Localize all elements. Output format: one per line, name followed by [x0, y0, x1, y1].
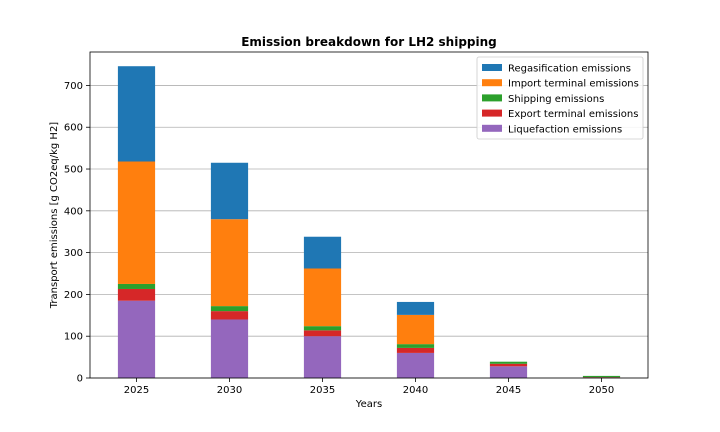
plot-frame [89, 51, 649, 379]
x-tick-label: 2030 [217, 385, 242, 396]
y-tick-label: 300 [64, 248, 83, 259]
bar-segment [582, 375, 621, 378]
bar-segment [117, 66, 156, 162]
bar-segment [117, 288, 156, 301]
bar-segment [396, 344, 435, 348]
bar-segment [210, 162, 249, 220]
legend-box [476, 56, 644, 140]
legend-swatch [482, 64, 502, 71]
bar-segment [489, 363, 528, 367]
bar-segment [303, 330, 342, 337]
legend-label: Shipping emissions [508, 94, 604, 105]
chart-title: Emission breakdown for LH2 shipping [241, 35, 497, 49]
bar-segment [210, 306, 249, 312]
y-axis-label: Transport emissions [g CO2eq/kg H2] [49, 122, 60, 310]
bar-segment [396, 314, 435, 345]
legend-label: Liquefaction emissions [508, 124, 622, 135]
bar-segment [489, 366, 528, 378]
legend-swatch [482, 94, 502, 102]
bar-segment [303, 336, 342, 378]
x-axis-label: Years [355, 399, 382, 410]
x-tick-label: 2040 [403, 385, 428, 396]
bar-segment [396, 347, 435, 353]
y-tick-label: 0 [77, 374, 83, 385]
bar-segment [210, 319, 249, 378]
legend-swatch [482, 79, 502, 87]
bar-segment [303, 268, 342, 327]
y-tick-label: 700 [64, 81, 83, 92]
bar-segment [303, 236, 342, 269]
bar-segment [303, 326, 342, 331]
y-tick-label: 200 [64, 290, 83, 301]
x-tick-label: 2050 [589, 385, 614, 396]
bar-segment [210, 311, 249, 320]
y-axis: 0 100 200 300 400 500 600 700 [64, 81, 90, 385]
legend-swatch [482, 109, 502, 117]
bar-segment [489, 361, 528, 364]
legend-label: Export terminal emissions [508, 109, 638, 120]
y-tick-label: 100 [64, 332, 83, 343]
x-tick-label: 2045 [496, 385, 521, 396]
bar-segment [210, 219, 249, 307]
legend-swatch [482, 124, 502, 132]
legend: Regasification emissions Import terminal … [476, 56, 644, 140]
legend-label: Regasification emissions [508, 64, 631, 75]
y-tick-label: 400 [64, 206, 83, 217]
bar-segment [396, 352, 435, 378]
y-tick-label: 600 [64, 123, 83, 134]
bar-segment [396, 301, 435, 315]
x-tick-label: 2035 [310, 385, 335, 396]
grid-lines [90, 85, 648, 379]
legend-label: Import terminal emissions [508, 79, 639, 90]
x-tick-label: 2025 [124, 385, 149, 396]
bars [117, 66, 621, 378]
x-axis: 2025 2030 2035 2040 2045 2050 [124, 378, 614, 396]
bar-segment [117, 161, 156, 284]
y-tick-label: 500 [64, 165, 83, 176]
bar-segment [117, 283, 156, 289]
bar-segment [117, 300, 156, 378]
